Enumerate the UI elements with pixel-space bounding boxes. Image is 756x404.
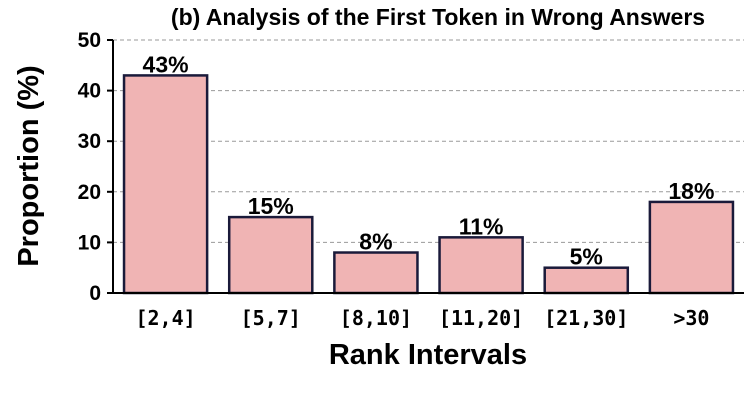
bar-2 [333,251,419,295]
data-labels: 43% 15% 8% 11% 5% 18% [143,51,715,269]
y-tick-label: 30 [78,130,101,153]
data-label: 8% [359,229,392,255]
axes: 0 10 20 30 40 50 [2,4] [5,7] [8,10] [11,20] [21,30… [78,29,744,330]
data-label: 5% [570,244,603,270]
y-tick-label: 0 [89,282,101,305]
data-label: 18% [668,178,714,204]
bar-1 [227,215,314,295]
data-label: 43% [143,51,189,77]
x-tick-label: [2,4] [135,306,195,330]
y-tick-label: 20 [78,181,101,204]
y-tick-label: 50 [78,29,101,52]
x-tick-label: [21,30] [544,306,628,330]
bar-0 [122,74,209,295]
x-tick-label: [11,20] [439,306,523,330]
grid-lines [113,39,744,243]
y-tick-label: 40 [78,80,101,103]
bar-3 [438,236,524,295]
data-label: 11% [459,213,504,239]
bar-5 [648,200,735,295]
x-tick-label: [5,7] [241,306,301,330]
data-label: 15% [248,193,294,219]
x-tick-label: [8,10] [340,306,412,330]
bars [122,74,735,295]
chart-title: (b) Analysis of the First Token in Wrong… [171,4,705,30]
bar-4 [543,266,630,295]
x-tick-label: >30 [673,306,709,330]
y-tick-label: 10 [78,231,101,254]
y-axis-label: Proportion (%) [13,65,45,266]
x-axis-label: Rank Intervals [329,339,527,371]
